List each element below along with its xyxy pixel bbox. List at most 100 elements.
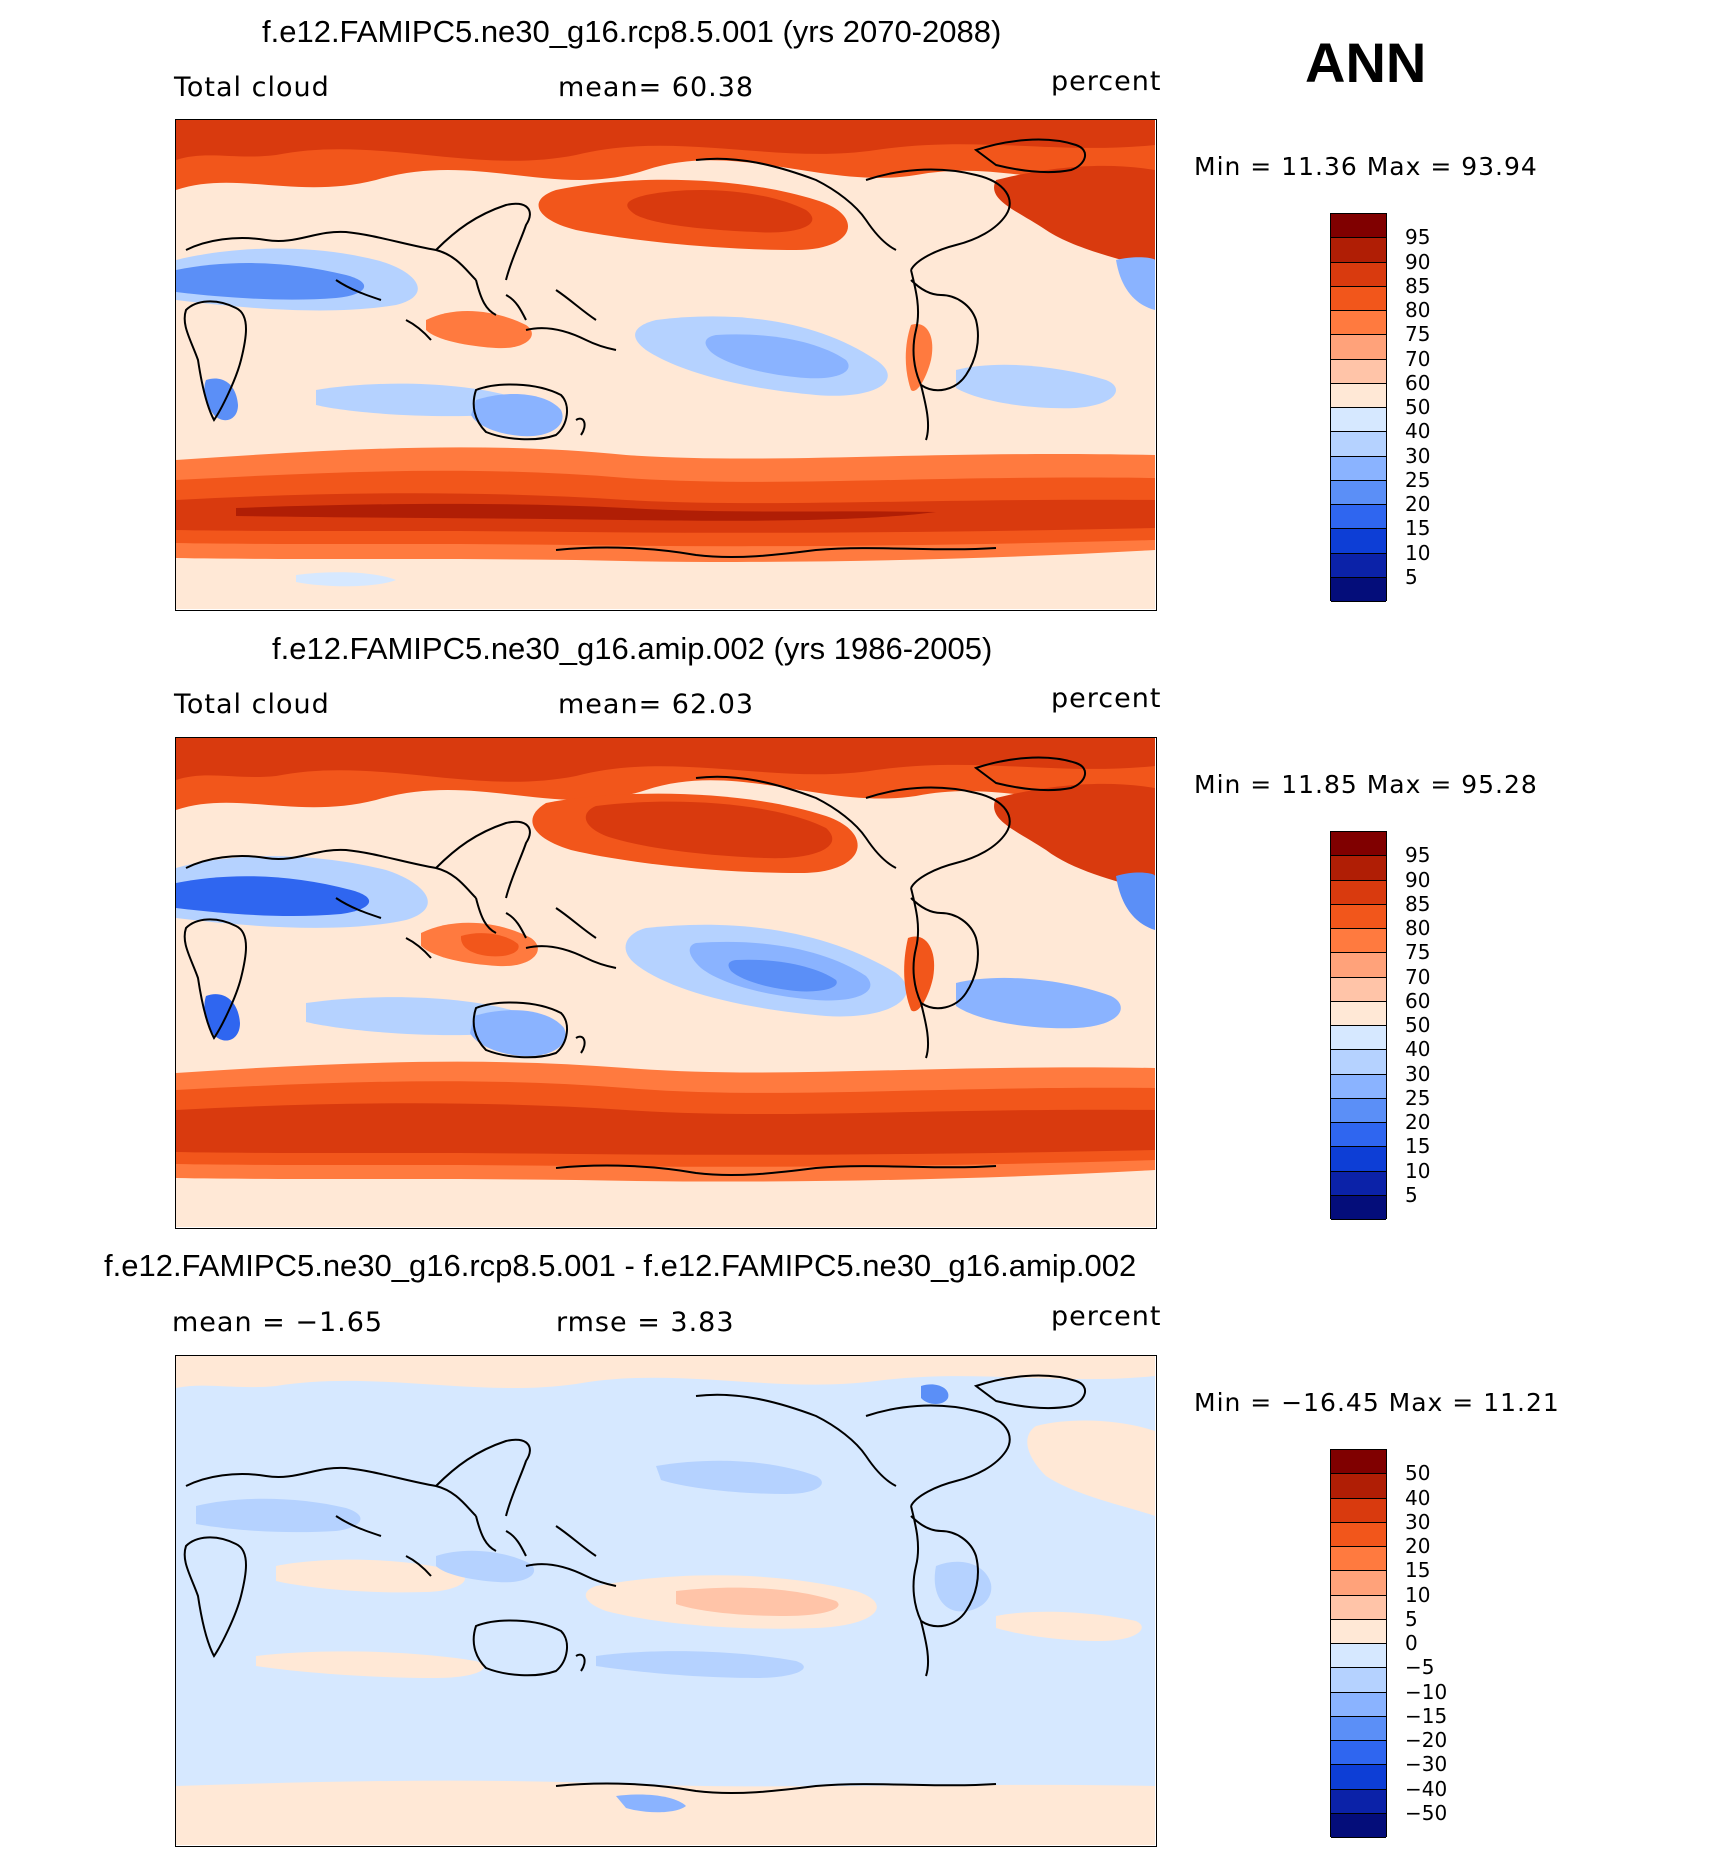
colorbar-tick-label: 0 bbox=[1405, 1631, 1418, 1655]
season-label: ANN bbox=[1305, 31, 1427, 94]
south-indian-positive bbox=[256, 1651, 484, 1678]
north-pacific-core bbox=[585, 801, 833, 859]
coastlines bbox=[183, 756, 1086, 1177]
colorbar-tick-label: 15 bbox=[1405, 516, 1431, 541]
panel-3-rmse-label: rmse = 3.83 bbox=[556, 1307, 735, 1338]
colorbar-tick-label: 10 bbox=[1405, 1158, 1431, 1183]
maritime-continent-cloud bbox=[426, 310, 532, 349]
australia-clear bbox=[471, 394, 563, 437]
colorbar-tick-label: 25 bbox=[1405, 467, 1431, 492]
arctic-positive bbox=[176, 1356, 1155, 1389]
southern-ocean-negative bbox=[616, 1794, 686, 1813]
colorbar-tick-label: 30 bbox=[1405, 1509, 1431, 1534]
colorbar-swatch bbox=[1331, 1789, 1386, 1814]
colorbar-swatch bbox=[1331, 505, 1386, 530]
colorbar-tick-label: 95 bbox=[1405, 843, 1431, 868]
colorbar-tick-label: 70 bbox=[1405, 964, 1431, 989]
colorbar-tick-label: −15 bbox=[1405, 1703, 1448, 1728]
colorbar-swatch bbox=[1331, 856, 1386, 881]
southern-ocean-max bbox=[236, 503, 936, 521]
panel-3-colorbar bbox=[1330, 1449, 1387, 1838]
south-atlantic-clear bbox=[956, 364, 1116, 409]
colorbar-swatch bbox=[1331, 953, 1386, 978]
colorbar-swatch bbox=[1331, 359, 1386, 384]
north-atlantic-cloud bbox=[994, 783, 1155, 893]
panel-2-title: f.e12.FAMIPC5.ne30_g16.amip.002 (yrs 198… bbox=[272, 631, 993, 666]
colorbar-tick-label: −20 bbox=[1405, 1728, 1448, 1752]
antarctic-blue-patch bbox=[296, 572, 396, 587]
panel-1-units-label: percent bbox=[1051, 66, 1162, 97]
colorbar-tick-label: 5 bbox=[1405, 1606, 1418, 1631]
equatorial-pacific-core bbox=[676, 1587, 839, 1616]
australia-clear bbox=[470, 1010, 566, 1057]
colorbar-tick-label: 20 bbox=[1405, 1110, 1431, 1134]
colorbar-tick-label: 75 bbox=[1405, 940, 1431, 965]
panel-3-title: f.e12.FAMIPC5.ne30_g16.rcp8.5.001 - f.e1… bbox=[104, 1248, 1137, 1283]
colorbar-tick-label: 85 bbox=[1405, 891, 1431, 916]
colorbar-swatch bbox=[1331, 1074, 1386, 1099]
colorbar-tick-label: 20 bbox=[1405, 1534, 1431, 1558]
colorbar-tick-label: 5 bbox=[1405, 1182, 1418, 1207]
north-pacific-core bbox=[627, 190, 813, 233]
colorbar-tick-label: 40 bbox=[1405, 419, 1431, 444]
colorbar-tick-label: 90 bbox=[1405, 249, 1431, 274]
colorbar-swatch bbox=[1331, 904, 1386, 929]
south-pacific-clear-deep bbox=[728, 959, 837, 992]
colorbar-swatch bbox=[1331, 1001, 1386, 1026]
panel-3-units-label: percent bbox=[1051, 1301, 1162, 1332]
colorbar-swatch bbox=[1331, 1571, 1386, 1596]
colorbar-tick-label: 80 bbox=[1405, 916, 1431, 940]
colorbar-swatch bbox=[1331, 832, 1386, 857]
colorbar-tick-label: 5 bbox=[1405, 564, 1418, 589]
andes-cloud bbox=[905, 324, 933, 391]
south-pacific-clear-core bbox=[705, 334, 849, 379]
maritime-continent-core bbox=[460, 933, 519, 957]
colorbar-tick-label: −40 bbox=[1405, 1776, 1448, 1801]
colorbar-tick-label: 90 bbox=[1405, 867, 1431, 892]
colorbar-swatch bbox=[1331, 1474, 1386, 1499]
panel-1-min-max: Min = 11.36 Max = 93.94 bbox=[1194, 152, 1538, 181]
colorbar-tick-label: 15 bbox=[1405, 1134, 1431, 1159]
colorbar-swatch bbox=[1331, 1522, 1386, 1547]
colorbar-tick-label: 15 bbox=[1405, 1558, 1431, 1583]
colorbar-swatch bbox=[1331, 1765, 1386, 1790]
south-pacific-negative bbox=[596, 1651, 804, 1678]
colorbar-swatch bbox=[1331, 1195, 1386, 1220]
colorbar-swatch bbox=[1331, 1644, 1386, 1669]
colorbar-tick-label: −10 bbox=[1405, 1679, 1448, 1704]
panel-1-mean-label: mean= 60.38 bbox=[558, 72, 755, 103]
colorbar-tick-label: 40 bbox=[1405, 1485, 1431, 1510]
colorbar-swatch bbox=[1331, 238, 1386, 263]
south-atlantic-clear bbox=[956, 977, 1121, 1029]
atlantic-clear-east bbox=[1116, 257, 1155, 310]
colorbar-tick-label: 50 bbox=[1405, 1013, 1431, 1037]
panel-2-mean-label: mean= 62.03 bbox=[558, 689, 755, 720]
panel-1-title: f.e12.FAMIPC5.ne30_g16.rcp8.5.001 (yrs 2… bbox=[262, 14, 1002, 49]
colorbar-tick-label: 60 bbox=[1405, 370, 1431, 395]
colorbar-swatch bbox=[1331, 1026, 1386, 1051]
colorbar-swatch bbox=[1331, 1498, 1386, 1523]
colorbar-tick-label: 10 bbox=[1405, 540, 1431, 565]
colorbar-swatch bbox=[1331, 1547, 1386, 1572]
panel-1-colorbar bbox=[1330, 213, 1387, 602]
colorbar-swatch bbox=[1331, 1171, 1386, 1196]
colorbar-swatch bbox=[1331, 553, 1386, 578]
colorbar-swatch bbox=[1331, 1123, 1386, 1148]
colorbar-swatch bbox=[1331, 262, 1386, 287]
colorbar-swatch bbox=[1331, 1741, 1386, 1766]
colorbar-tick-label: 95 bbox=[1405, 225, 1431, 250]
colorbar-tick-label: 70 bbox=[1405, 346, 1431, 371]
colorbar-tick-label: 80 bbox=[1405, 298, 1431, 322]
colorbar-swatch bbox=[1331, 335, 1386, 360]
baffin-negative bbox=[921, 1384, 949, 1404]
panel-3-min-max: Min = −16.45 Max = 11.21 bbox=[1194, 1388, 1560, 1417]
colorbar-swatch bbox=[1331, 1692, 1386, 1717]
colorbar-tick-label: −5 bbox=[1405, 1655, 1435, 1680]
sahara-arabia-core bbox=[176, 876, 370, 917]
arctic-cloud-core bbox=[176, 738, 1155, 782]
colorbar-tick-label: 30 bbox=[1405, 443, 1431, 468]
arctic-cloud-core bbox=[176, 120, 1155, 161]
panel-2-units-label: percent bbox=[1051, 683, 1162, 714]
panel-1-map bbox=[175, 119, 1157, 611]
colorbar-swatch bbox=[1331, 1668, 1386, 1693]
